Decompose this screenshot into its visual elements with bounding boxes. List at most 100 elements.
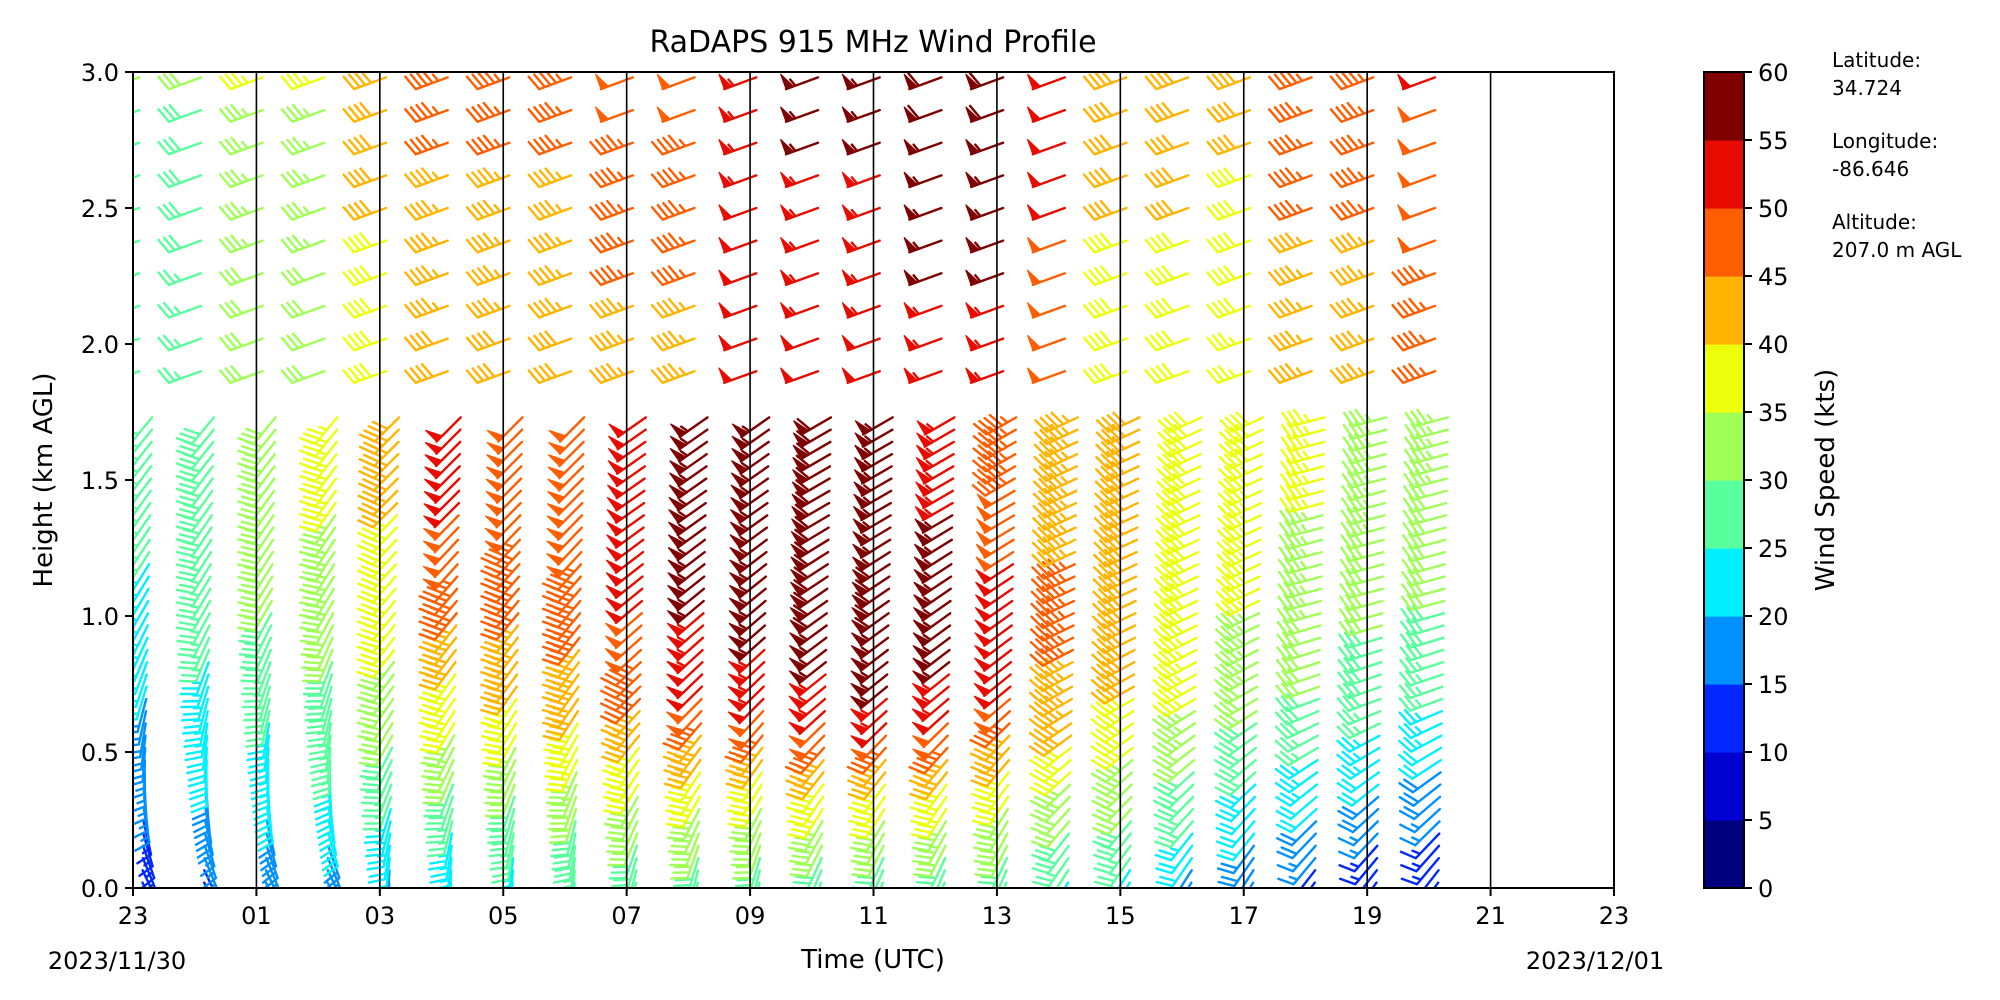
wind-barb [1279, 494, 1324, 514]
x-tick-label: 07 [611, 902, 642, 930]
wind-barb [1281, 408, 1326, 428]
wind-barb [237, 599, 273, 632]
wind-barb [650, 330, 696, 352]
wind-barb [1336, 693, 1382, 712]
wind-barb [486, 428, 524, 455]
wind-barb [1268, 72, 1313, 91]
wind-barb [726, 783, 763, 815]
wind-barb [912, 722, 950, 749]
wind-barb [358, 734, 394, 767]
wind-barb [1268, 199, 1313, 221]
wind-barb [666, 685, 704, 712]
wind-barb [357, 489, 399, 517]
wind-barb [404, 102, 449, 123]
wind-barb [1275, 783, 1319, 807]
wind-barb [1034, 411, 1079, 433]
wind-barb [133, 575, 150, 605]
wind-barb [969, 734, 1011, 762]
wind-barb [1337, 667, 1383, 687]
wind-barb [1401, 567, 1446, 587]
wind-barb [1031, 546, 1077, 568]
wind-barb [552, 844, 577, 884]
wind-barb [181, 685, 210, 722]
wind-barb [1214, 746, 1258, 770]
wind-barb [1156, 472, 1202, 495]
wind-barb [718, 367, 758, 384]
wind-barb [527, 134, 573, 156]
wind-barb [718, 236, 758, 254]
wind-barb [914, 514, 954, 534]
wind-barb [841, 269, 881, 287]
wind-barb [1090, 670, 1136, 693]
wind-barb [912, 661, 951, 685]
wind-barb [912, 673, 951, 697]
wind-barb [1178, 869, 1193, 888]
wind-barb [1144, 297, 1190, 319]
wind-barb [250, 759, 270, 801]
wind-barb [356, 587, 397, 616]
wind-barb [356, 612, 397, 641]
wind-barb [1153, 595, 1199, 617]
wind-barb [728, 612, 767, 637]
wind-barb [730, 489, 769, 512]
wind-barb [360, 771, 393, 805]
wind-barb [718, 204, 758, 221]
wind-barb [1216, 536, 1262, 556]
wind-barb [1397, 73, 1437, 91]
wind-barb [133, 453, 153, 480]
wind-barb [465, 265, 511, 287]
wind-barb [731, 416, 771, 439]
wind-barb [237, 587, 274, 620]
wind-barb [1277, 580, 1323, 599]
wind-barb [358, 440, 400, 468]
wind-barb [361, 783, 393, 818]
wind-barb [785, 759, 825, 788]
wind-barb [1338, 856, 1379, 886]
wind-barb [1329, 330, 1375, 352]
wind-barb [237, 440, 277, 470]
wind-barb [420, 734, 456, 767]
wind-barb [1275, 680, 1321, 700]
wind-barb [912, 648, 951, 672]
wind-barb [299, 440, 338, 470]
wind-barb [219, 365, 264, 384]
wind-barb [1152, 697, 1197, 718]
wind-barb [1031, 521, 1077, 544]
wind-barb [484, 783, 516, 818]
wind-barb [342, 167, 388, 189]
wind-barb [1336, 759, 1381, 780]
wind-barb [1157, 411, 1203, 433]
wind-barb [299, 612, 335, 645]
wind-barb [1154, 570, 1199, 593]
wind-barb [1026, 171, 1066, 189]
wind-barb [482, 746, 517, 780]
wind-barb [594, 73, 634, 91]
wind-barb [605, 550, 645, 574]
wind-barb [975, 550, 1015, 572]
wind-barb [729, 514, 769, 537]
wind-barb [667, 575, 706, 599]
wind-barb [975, 856, 1008, 888]
wind-barb [547, 477, 584, 504]
wind-barb [1329, 199, 1375, 221]
wind-barb [729, 538, 768, 562]
wind-barb [912, 612, 952, 635]
wind-barb [1155, 856, 1194, 888]
wind-barb [1094, 472, 1140, 495]
wind-barb [133, 563, 151, 593]
wind-barb [662, 722, 703, 751]
wind-barb [1338, 630, 1383, 649]
wind-barb [650, 167, 696, 189]
wind-barb [1274, 706, 1320, 726]
wind-barb [1152, 673, 1197, 693]
wind-barb [850, 832, 886, 865]
wind-barb [1341, 469, 1387, 489]
wind-barb [546, 550, 583, 579]
wind-barb [650, 232, 696, 254]
wind-barb [1338, 604, 1384, 624]
wind-barb [418, 697, 456, 729]
wind-barb [237, 477, 276, 508]
wind-barb [1152, 660, 1198, 680]
wind-barb [175, 563, 212, 595]
x-tick-label: 03 [365, 902, 396, 930]
